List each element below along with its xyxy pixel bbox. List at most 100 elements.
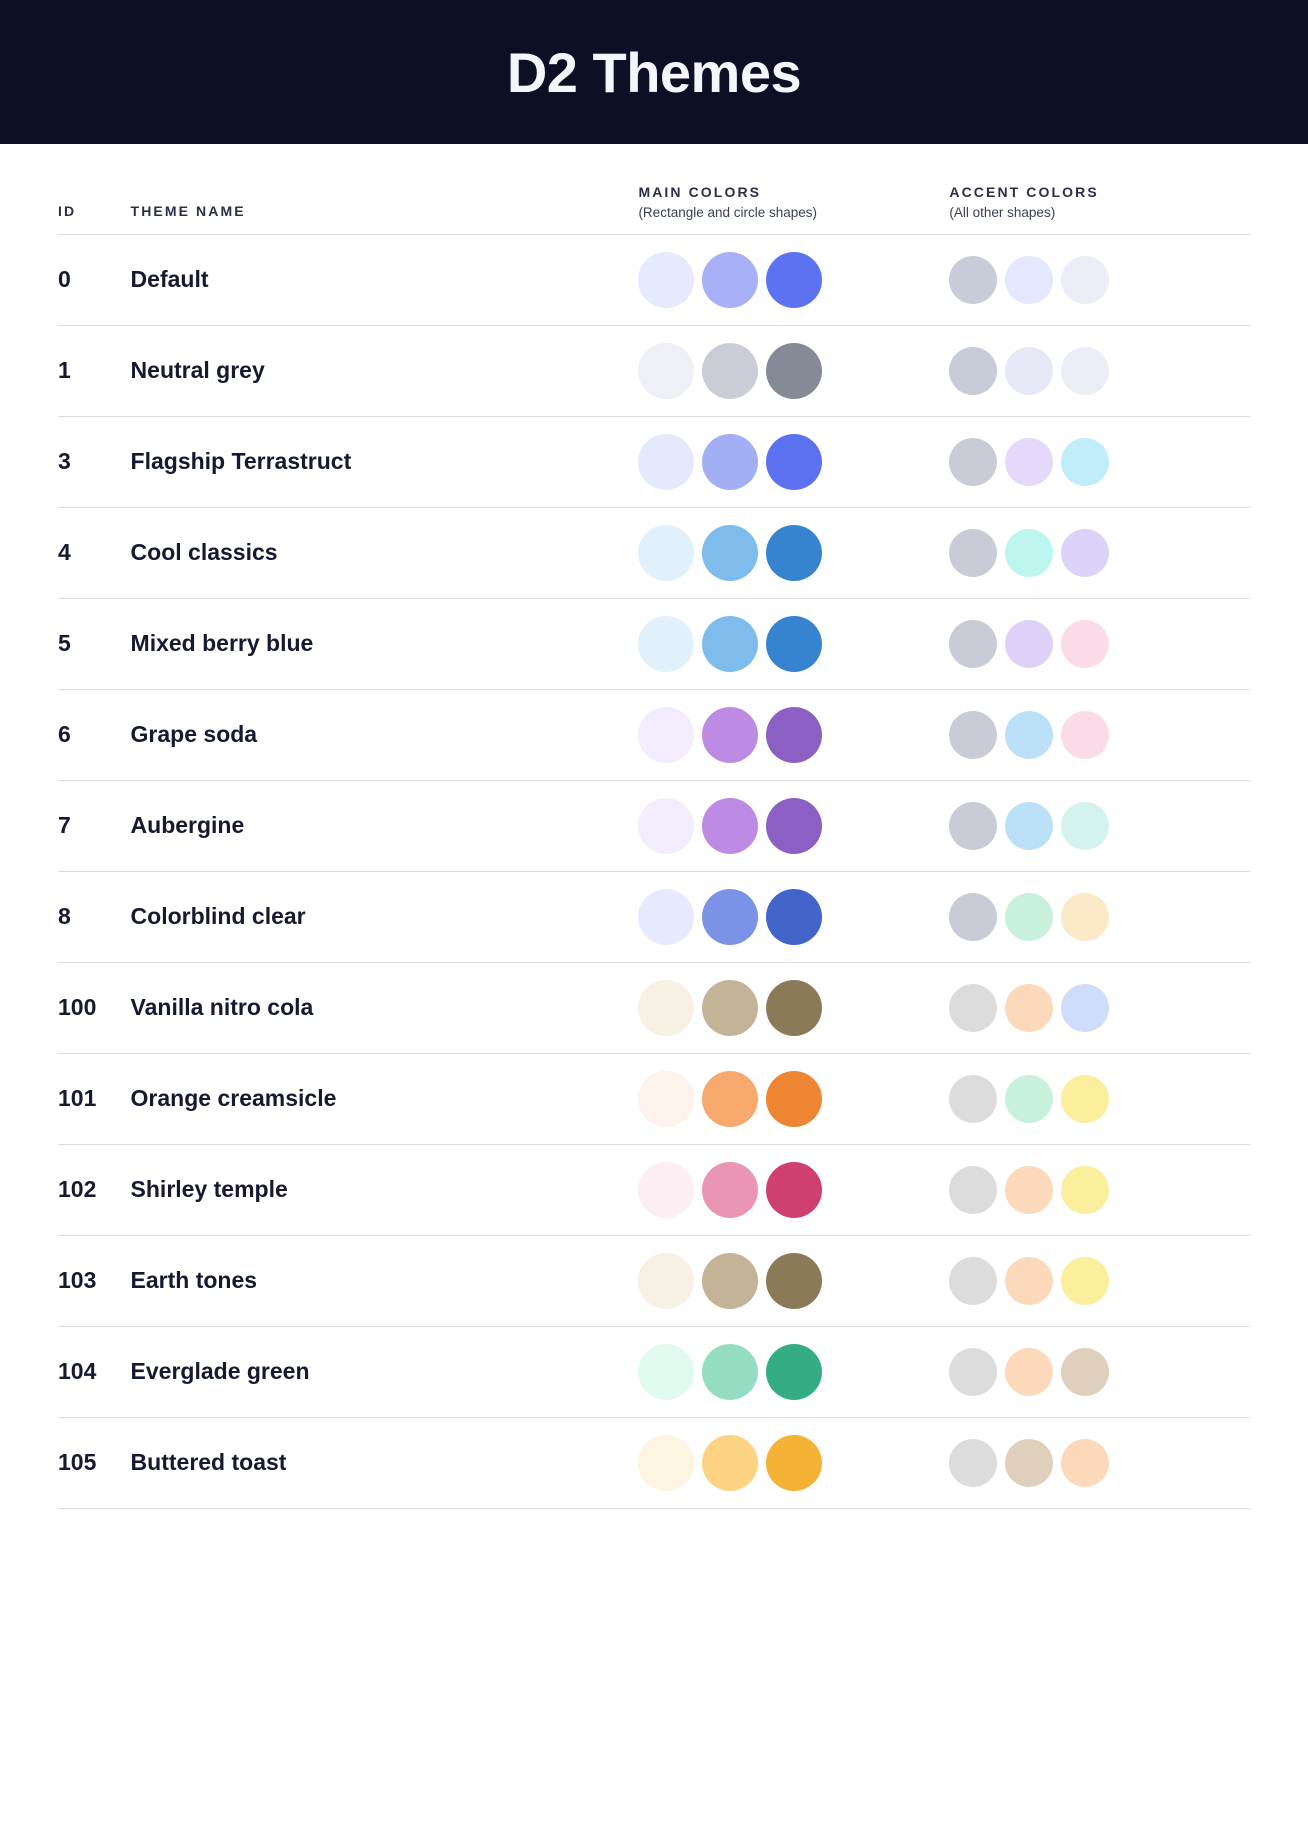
main-color-swatches: [638, 979, 949, 1036]
theme-id-cell: 4: [58, 507, 131, 599]
accent-color-swatches: [949, 983, 1250, 1032]
color-swatch: [702, 342, 759, 399]
theme-id: 0: [58, 266, 71, 293]
theme-id-cell: 6: [58, 689, 131, 781]
table-row[interactable]: 3 Flagship Terrastruct: [58, 416, 1250, 508]
color-swatch: [766, 1343, 823, 1400]
theme-id-cell: 105: [58, 1417, 131, 1509]
table-row[interactable]: 7 Aubergine: [58, 780, 1250, 872]
theme-name: Neutral grey: [130, 357, 265, 384]
theme-name: Default: [130, 266, 209, 293]
theme-name: Orange creamsicle: [130, 1085, 337, 1112]
column-header-id: ID: [58, 184, 131, 235]
main-color-swatches: [638, 888, 949, 945]
table-row[interactable]: 104 Everglade green: [58, 1326, 1250, 1418]
table-row[interactable]: 4 Cool classics: [58, 507, 1250, 599]
color-swatch: [766, 524, 823, 581]
theme-name-cell: Aubergine: [130, 780, 639, 872]
theme-id-cell: 102: [58, 1144, 131, 1236]
color-swatch: [1061, 801, 1110, 850]
table-row[interactable]: 102 Shirley temple: [58, 1144, 1250, 1236]
color-swatch: [1061, 1165, 1110, 1214]
theme-name: Colorblind clear: [130, 903, 306, 930]
theme-name-cell: Flagship Terrastruct: [130, 416, 639, 508]
color-swatch: [638, 524, 695, 581]
table-row[interactable]: 5 Mixed berry blue: [58, 598, 1250, 690]
main-colors-cell: [638, 507, 950, 599]
theme-name-cell: Vanilla nitro cola: [130, 962, 639, 1054]
theme-id-cell: 100: [58, 962, 131, 1054]
main-colors-cell: [638, 1144, 950, 1236]
theme-id: 100: [58, 994, 97, 1021]
accent-colors-cell: [949, 962, 1250, 1054]
table-row[interactable]: 101 Orange creamsicle: [58, 1053, 1250, 1145]
color-swatch: [638, 251, 695, 308]
main-colors-cell: [638, 1235, 950, 1327]
color-swatch: [638, 342, 695, 399]
theme-id-cell: 5: [58, 598, 131, 690]
color-swatch: [766, 433, 823, 490]
theme-id: 102: [58, 1176, 97, 1203]
theme-name-cell: Neutral grey: [130, 325, 639, 417]
theme-name: Mixed berry blue: [130, 630, 314, 657]
theme-id: 4: [58, 539, 71, 566]
accent-color-swatches: [949, 346, 1250, 395]
color-swatch: [766, 1252, 823, 1309]
color-swatch: [702, 1252, 759, 1309]
color-swatch: [638, 888, 695, 945]
main-colors-cell: [638, 598, 950, 690]
themes-table: ID THEME NAME MAIN COLORS (Rectangle and…: [58, 184, 1250, 1509]
table-row[interactable]: 6 Grape soda: [58, 689, 1250, 781]
main-color-swatches: [638, 797, 949, 854]
color-swatch: [1061, 892, 1110, 941]
main-colors-cell: [638, 962, 950, 1054]
color-swatch: [1005, 1347, 1054, 1396]
theme-name: Earth tones: [130, 1267, 258, 1294]
color-swatch: [766, 1161, 823, 1218]
color-swatch: [702, 251, 759, 308]
theme-id: 7: [58, 812, 71, 839]
color-swatch: [766, 1434, 823, 1491]
accent-color-swatches: [949, 1438, 1250, 1487]
main-colors-cell: [638, 1417, 950, 1509]
theme-id-cell: 8: [58, 871, 131, 963]
table-row[interactable]: 1 Neutral grey: [58, 325, 1250, 417]
color-swatch: [638, 979, 695, 1036]
color-swatch: [766, 251, 823, 308]
color-swatch: [1005, 710, 1054, 759]
theme-name-cell: Mixed berry blue: [130, 598, 639, 690]
main-colors-cell: [638, 1053, 950, 1145]
column-header-theme-name: THEME NAME: [130, 184, 639, 235]
color-swatch: [949, 437, 998, 486]
main-colors-cell: [638, 325, 950, 417]
table-row[interactable]: 100 Vanilla nitro cola: [58, 962, 1250, 1054]
table-row[interactable]: 0 Default: [58, 234, 1250, 326]
theme-name: Aubergine: [130, 812, 245, 839]
color-swatch: [949, 1347, 998, 1396]
color-swatch: [638, 706, 695, 763]
color-swatch: [1061, 255, 1110, 304]
color-swatch: [702, 433, 759, 490]
table-row[interactable]: 8 Colorblind clear: [58, 871, 1250, 963]
main-colors-cell: [638, 234, 950, 326]
theme-name-cell: Colorblind clear: [130, 871, 639, 963]
table-row[interactable]: 103 Earth tones: [58, 1235, 1250, 1327]
color-swatch: [702, 797, 759, 854]
color-swatch: [1061, 346, 1110, 395]
page-title: D2 Themes: [506, 40, 802, 104]
main-color-swatches: [638, 524, 949, 581]
accent-colors-cell: [949, 507, 1250, 599]
table-header-row: ID THEME NAME MAIN COLORS (Rectangle and…: [58, 184, 1250, 235]
accent-color-swatches: [949, 437, 1250, 486]
color-swatch: [949, 892, 998, 941]
theme-id-cell: 103: [58, 1235, 131, 1327]
accent-color-swatches: [949, 1256, 1250, 1305]
accent-colors-cell: [949, 871, 1250, 963]
main-color-swatches: [638, 342, 949, 399]
theme-name: Flagship Terrastruct: [130, 448, 352, 475]
theme-name-cell: Shirley temple: [130, 1144, 639, 1236]
accent-color-swatches: [949, 801, 1250, 850]
main-color-swatches: [638, 1434, 949, 1491]
color-swatch: [1005, 346, 1054, 395]
table-row[interactable]: 105 Buttered toast: [58, 1417, 1250, 1509]
